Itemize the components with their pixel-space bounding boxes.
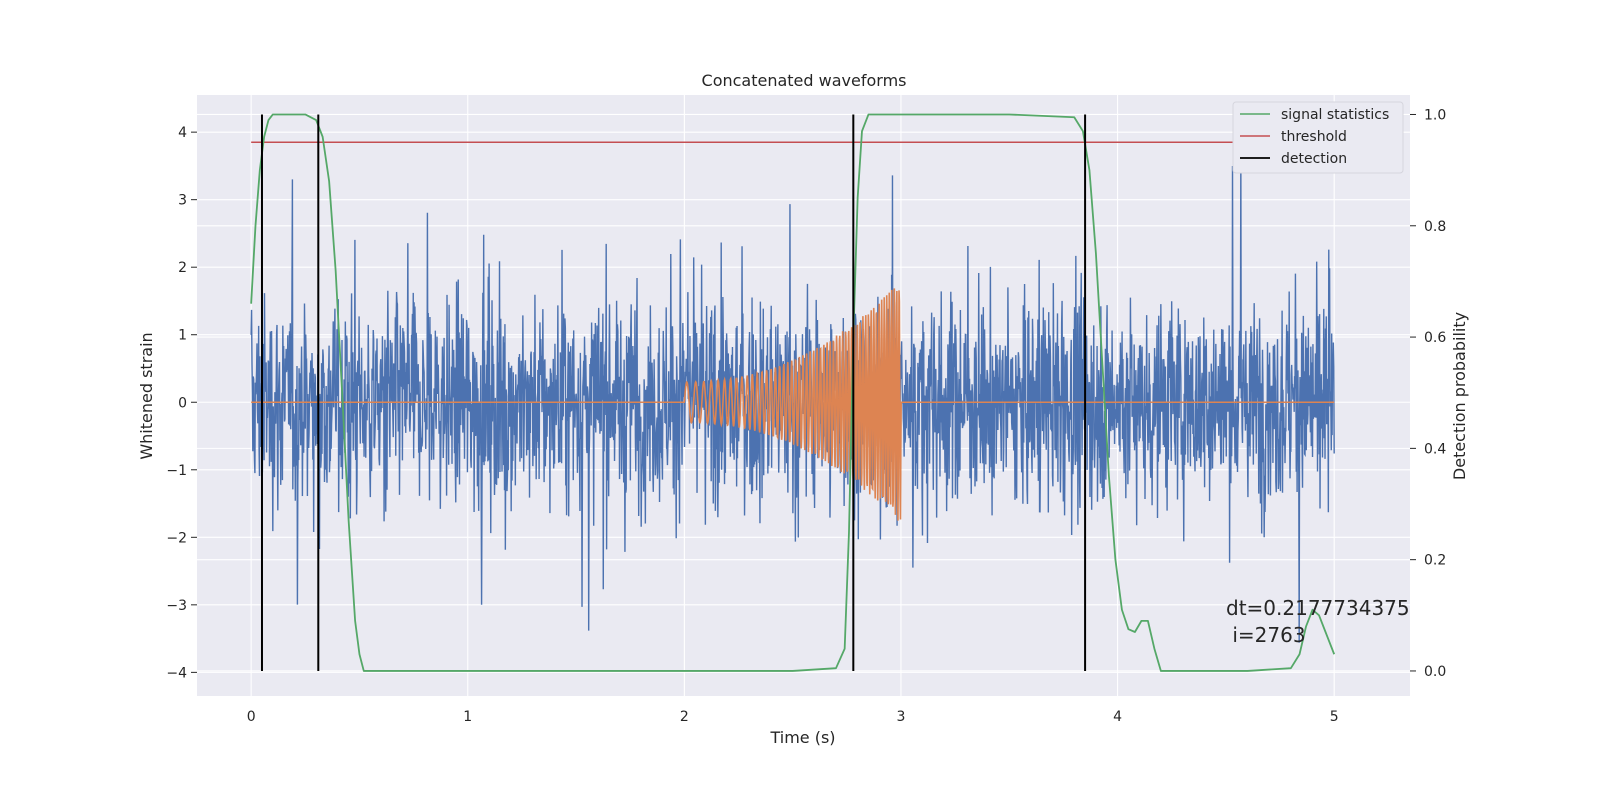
y2-tick-label: 1.0 bbox=[1424, 107, 1446, 123]
x-tick-label: 1 bbox=[463, 709, 472, 725]
x-tick-label: 3 bbox=[897, 709, 906, 725]
y2-tick-label: 0.8 bbox=[1424, 219, 1446, 235]
signal-statistics-line bbox=[250, 113, 1336, 672]
x-tick-label: 5 bbox=[1330, 709, 1339, 725]
x-axis-label: Time (s) bbox=[769, 728, 835, 747]
y-tick-label: 3 bbox=[178, 193, 187, 209]
chart-title: Concatenated waveforms bbox=[702, 71, 907, 90]
y-tick-label: −4 bbox=[166, 665, 187, 681]
y-tick-label: 1 bbox=[178, 328, 187, 344]
y2-tick-label: 0.4 bbox=[1424, 441, 1446, 457]
y2-tick-label: 0.0 bbox=[1424, 664, 1446, 680]
y-tick-label: −1 bbox=[166, 463, 187, 479]
y2-axis-label: Detection probability bbox=[1450, 312, 1469, 480]
legend: signal statistics threshold detection bbox=[1232, 101, 1404, 174]
y-tick-label: 0 bbox=[178, 395, 187, 411]
y-tick-label: −2 bbox=[166, 530, 187, 546]
x-tick-label: 4 bbox=[1113, 709, 1122, 725]
tick-labels: 0 1 2 3 4 5 −4 −3 −2 −1 0 1 2 3 4 0.0 0.2 0.4 0.6 0.8 1.0 bbox=[166, 107, 1446, 725]
x-tick-label: 0 bbox=[247, 709, 256, 725]
legend-label-signal-statistics: signal statistics bbox=[1281, 107, 1389, 123]
legend-label-detection: detection bbox=[1281, 151, 1347, 167]
annotation-dt: dt=0.2177734375 bbox=[1226, 596, 1410, 620]
y-tick-label: 4 bbox=[178, 125, 187, 141]
data-layer bbox=[250, 113, 1336, 672]
y-tick-label: −3 bbox=[166, 598, 187, 614]
y-tick-label: 2 bbox=[178, 260, 187, 276]
y2-tick-label: 0.6 bbox=[1424, 330, 1446, 346]
y2-tick-label: 0.2 bbox=[1424, 553, 1446, 569]
waveform-series-line bbox=[251, 288, 1335, 521]
legend-label-threshold: threshold bbox=[1281, 129, 1347, 145]
legend-box bbox=[1232, 101, 1404, 174]
y-axis-label: Whitened strain bbox=[137, 332, 156, 459]
annotation-index: i=2763 bbox=[1226, 623, 1306, 647]
x-tick-label: 2 bbox=[680, 709, 689, 725]
